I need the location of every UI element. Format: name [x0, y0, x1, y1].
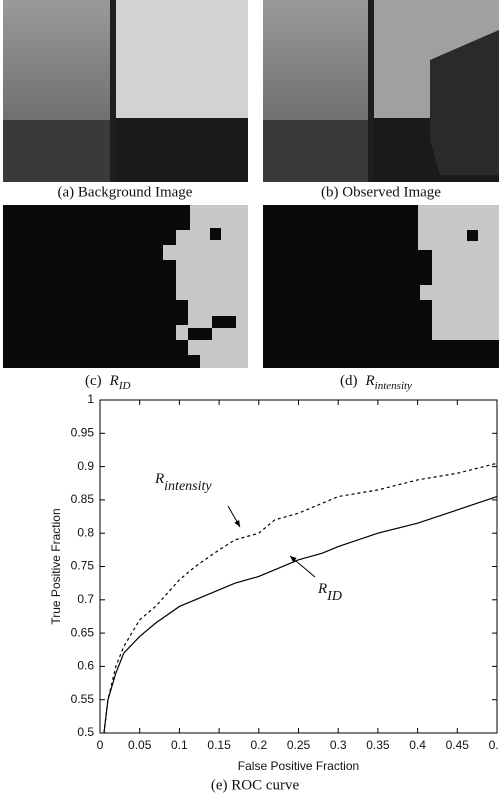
x-tick-label: 0.05: [128, 738, 152, 752]
x-tick-label: 0.45: [446, 738, 470, 752]
x-tick-label: 0.1: [171, 738, 188, 752]
y-tick-label: 1: [87, 392, 94, 406]
x-tick-label: 0.15: [207, 738, 231, 752]
y-tick-label: 0.55: [71, 692, 95, 706]
curve-label-symbol: R: [154, 471, 164, 487]
curve-label-symbol: R: [317, 581, 327, 597]
x-axis-label: False Positive Fraction: [238, 759, 359, 773]
y-tick-label: 0.6: [77, 659, 94, 673]
x-tick-label: 0.3: [330, 738, 347, 752]
arrow-head: [290, 556, 297, 563]
intensity-mask: [263, 205, 499, 368]
y-tick-label: 0.65: [71, 625, 95, 639]
y-tick-label: 0.7: [77, 592, 94, 606]
caption: (c) RID: [85, 373, 130, 391]
y-tick-label: 0.85: [71, 492, 95, 506]
caption: (e) ROC curve: [211, 777, 300, 793]
x-tick-label: 0.4: [409, 738, 426, 752]
caption: (a) Background Image: [58, 184, 193, 200]
y-axis-label: True Positive Fraction: [49, 508, 63, 624]
y-tick-label: 0.95: [71, 425, 95, 439]
y-tick-label: 0.8: [77, 525, 94, 539]
observed-image: [263, 0, 499, 182]
y-tick-label: 0.9: [77, 459, 94, 473]
background-image: [3, 0, 248, 182]
x-tick-label: 0.2: [250, 738, 267, 752]
curve-label: RID: [317, 581, 342, 604]
x-tick-label: 0.35: [366, 738, 390, 752]
caption: (b) Observed Image: [321, 184, 441, 200]
roc-chart: 0.5 0.55 0.6 0.65 0.7 0.75 0.8 0.85 0.9 0.95 1 0 0.0…: [49, 392, 499, 793]
caption: (d) Rintensity: [340, 373, 412, 391]
y-tick-label: 0.5: [77, 725, 94, 739]
curve-label-subscript: intensity: [164, 479, 212, 494]
id-mask: [3, 205, 248, 368]
curve-label: Rintensity: [154, 471, 212, 494]
roc-line: [103, 462, 498, 734]
x-tick-label: 0: [97, 738, 104, 752]
plot-frame: [99, 399, 498, 734]
arrow-head: [234, 520, 240, 527]
x-tick-label: 0.5: [489, 738, 499, 752]
x-tick-label: 0.25: [287, 738, 311, 752]
y-tick-label: 0.75: [71, 559, 95, 573]
curve-label-subscript: ID: [326, 589, 342, 604]
roc-line: [103, 496, 498, 734]
